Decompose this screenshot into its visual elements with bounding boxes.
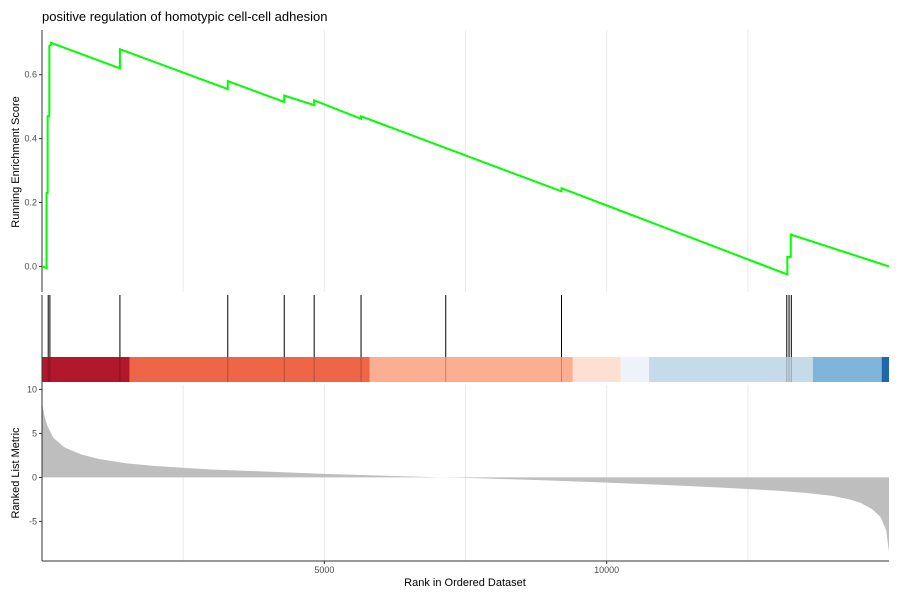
ranked-metric-tick-label: 10 [27,384,37,394]
running-score-tick-label: 0.6 [24,70,37,80]
ranked-metric-tick-label: 0 [32,472,37,482]
ranked-metric-ticks: 10 5 0 -5 [27,384,42,526]
ranked-metric-axis [41,385,889,562]
x-tick-label: 5000 [314,565,334,575]
running-score-tick-label: 0.2 [24,198,37,208]
rank-color-band [572,357,621,382]
running-score-line [41,41,890,276]
rank-color-band [369,357,573,382]
running-score-tick-label: 0.4 [24,134,37,144]
rank-color-band [812,357,882,382]
rank-color-band [649,357,813,382]
ranked-metric-tick-label: -5 [29,516,37,526]
rank-color-band [42,357,130,382]
x-axis-ticks: 5000 10000 [314,561,619,575]
hits-panel [41,295,889,385]
running-score-ylabel: Running Enrichment Score [10,96,22,227]
ranked-metric-ylabel: Ranked List Metric [10,427,22,519]
x-axis-label: Rank in Ordered Dataset [404,577,526,589]
running-score-panel: 0.0 0.2 0.4 0.6 [24,30,890,292]
rank-color-band [129,357,370,382]
ranked-metric-tick-label: 5 [32,428,37,438]
rank-color-band [620,357,650,382]
ranked-metric-area [42,402,889,553]
rank-color-bands [42,357,889,382]
ranked-metric-panel: 10 5 0 -5 5000 10000 [27,384,889,575]
top-gridlines [182,30,749,292]
x-tick-label: 10000 [594,565,619,575]
hit-markers [47,295,792,382]
running-score-tick-label: 0.0 [24,261,37,271]
rank-color-band [881,357,889,382]
running-score-ticks: 0.0 0.2 0.4 0.6 [24,70,42,271]
chart-title: positive regulation of homotypic cell-ce… [42,9,327,24]
